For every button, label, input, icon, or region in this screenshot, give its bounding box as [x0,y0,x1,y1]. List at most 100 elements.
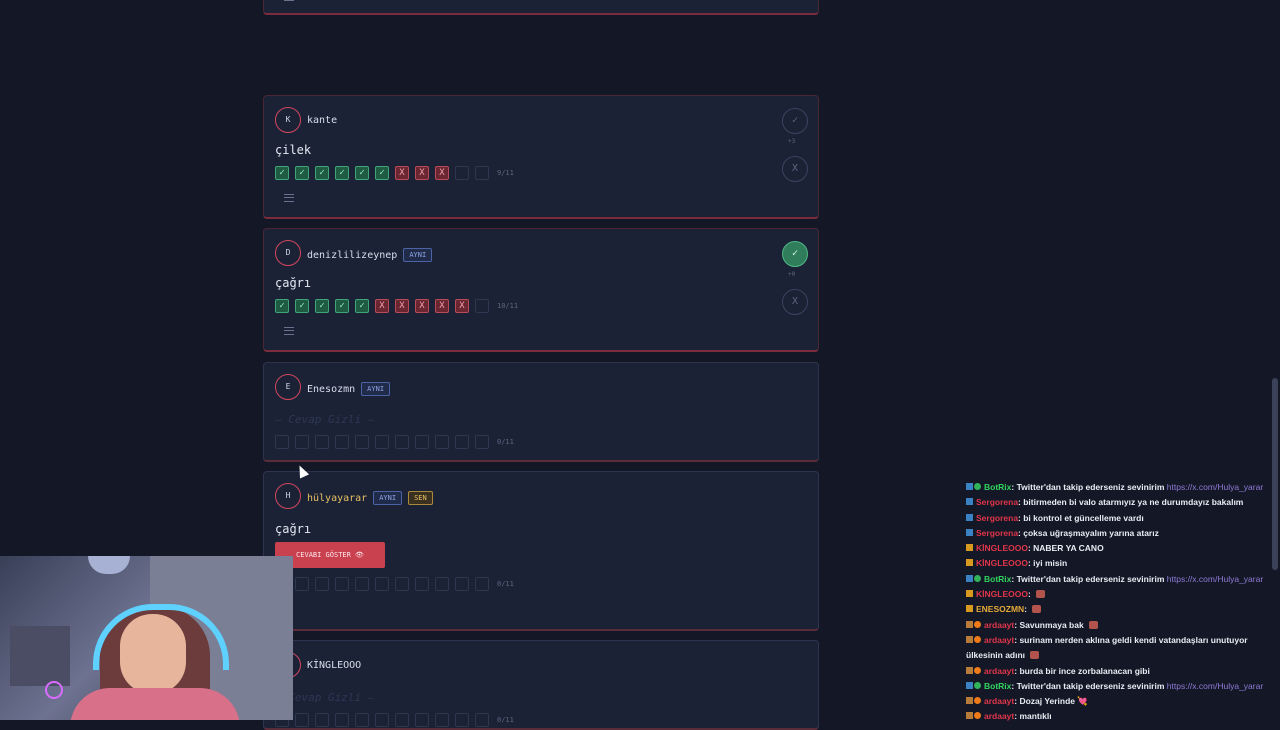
check-box-correct: ✓ [275,299,289,313]
chat-badge-icon [974,697,981,705]
chat-text: : surinam nerden aklına geldi kendi vata… [966,634,1248,661]
chat-text: : bi kontrol et güncelleme vardı [1018,512,1144,523]
chat-message: ardaayt: burda bir ince zorbalanacan gib… [966,664,1272,679]
chat-username[interactable]: Sergorena [976,512,1019,523]
chat-message: Sergorena: bi kontrol et güncelleme vard… [966,511,1272,526]
check-box-correct: ✓ [275,166,289,180]
check-box-empty [475,577,489,591]
answer-card-enesozmn: E Enesozmn AYNI – Cevap Gizli – 0/11 [263,362,819,462]
webcam-shelf [10,626,70,686]
score-boxes: 0/11 [275,713,514,727]
chat-username[interactable]: KİNGLEOOO [976,589,1028,600]
chat-message: Sergorena: bitirmeden bi valo atarmıyız … [966,495,1272,510]
chat-username[interactable]: ardaayt [984,619,1015,630]
check-box-empty [455,166,469,180]
you-badge: SEN [408,491,433,505]
check-box-wrong: X [455,299,469,313]
chat-badge-icon [966,712,973,720]
chat-username[interactable]: ardaayt [984,696,1015,707]
check-box-empty [455,435,469,449]
chat-username[interactable]: ardaayt [984,634,1015,645]
same-badge: AYNI [361,382,391,396]
chat-badge-icon [974,483,981,490]
check-box-correct: ✓ [315,166,329,180]
check-box-correct: ✓ [295,299,309,313]
approve-button[interactable]: ✓ [782,108,808,134]
avatar: H [275,483,301,509]
score-count: 10/11 [497,302,519,310]
username-text: Enesozmn [307,384,356,395]
chat-text: : [1027,589,1034,600]
chat-emote-icon [1030,651,1040,660]
chat-username[interactable]: ENESOZMN [976,604,1025,615]
notes-icon[interactable] [284,0,294,1]
reject-button[interactable]: X [782,156,808,182]
approve-button[interactable]: ✓ [782,241,808,267]
same-badge: AYNI [403,248,433,262]
check-box-empty [475,166,489,180]
check-box-empty [395,713,409,727]
chat-text: : Twitter'dan takip ederseniz sevinirim [1011,680,1167,691]
check-box-empty [455,713,469,727]
webcam-lamp [88,556,130,574]
check-box-empty [275,435,289,449]
chat-username[interactable]: KİNGLEOOO [976,543,1028,554]
score-count: 0/11 [497,716,514,724]
chat-link[interactable]: https://x.com/Hulya_yarar [1166,482,1264,492]
webcam-overlay [0,556,293,720]
chat-badge-icon [974,681,981,689]
chat-message: BotRix: Twitter'dan takip ederseniz sevi… [966,480,1272,495]
page-scrollbar[interactable] [1272,378,1278,570]
check-box-empty [435,577,449,591]
check-box-empty [395,577,409,591]
check-box-empty [395,435,409,449]
show-answer-button[interactable]: CEVABI GÖSTER 👁 [275,542,385,568]
webcam-neon-light-icon [45,681,63,699]
chat-username[interactable]: ardaayt [984,711,1015,722]
chat-text: : burda bir ince zorbalanacan gibi [1014,665,1150,676]
check-box-empty [415,435,429,449]
same-badge: AYNI [373,491,403,505]
chat-username[interactable]: BotRix [984,573,1012,584]
chat-username[interactable]: KİNGLEOOO [976,558,1028,569]
chat-message: ardaayt: mantıklı [966,709,1272,724]
chat-text: : Twitter'dan takip ederseniz sevinirim [1011,573,1167,584]
chat-badge-icon [966,483,973,490]
chat-message: KİNGLEOOO: NABER YA CANO [966,541,1272,556]
chat-link[interactable]: https://x.com/Hulya_yarar [1166,573,1264,584]
chat-username[interactable]: ardaayt [984,665,1015,676]
notes-icon[interactable] [284,327,294,335]
avatar: E [275,374,301,400]
check-box-empty [355,577,369,591]
check-box-correct: ✓ [355,166,369,180]
check-box-correct: ✓ [375,166,389,180]
chat-message: ardaayt: Savunmaya bak [966,618,1272,633]
check-box-empty [415,713,429,727]
chat-message: ardaayt: Dozaj Yerinde 💘 [966,694,1272,709]
answer-text: çağrı [275,276,312,290]
chat-emote-icon [1032,605,1042,614]
chat-overlay: BotRix: Twitter'dan takip ederseniz sevi… [966,480,1272,725]
chat-text: : Twitter'dan takip ederseniz sevinirim [1011,482,1167,492]
chat-text: : NABER YA CANO [1027,543,1104,554]
chat-badge-icon [974,574,981,582]
check-box-correct: ✓ [315,299,329,313]
chat-link[interactable]: https://x.com/Hulya_yarar [1166,680,1264,691]
chat-username[interactable]: Sergorena [976,497,1019,508]
chat-username[interactable]: BotRix [984,482,1012,492]
chat-username[interactable]: BotRix [984,680,1012,691]
chat-badge-icon [966,605,973,613]
chat-username[interactable]: Sergorena [976,527,1019,538]
check-box-empty [375,435,389,449]
check-box-wrong: X [395,166,409,180]
notes-icon[interactable] [284,194,294,202]
points-label: +3 [788,138,796,145]
score-count: 0/11 [497,580,514,588]
points-label: +0 [788,271,796,278]
reject-button[interactable]: X [782,289,808,315]
check-box-empty [295,577,309,591]
avatar: D [275,240,301,266]
chat-text: : [1024,604,1030,615]
chat-badge-icon [974,712,981,720]
